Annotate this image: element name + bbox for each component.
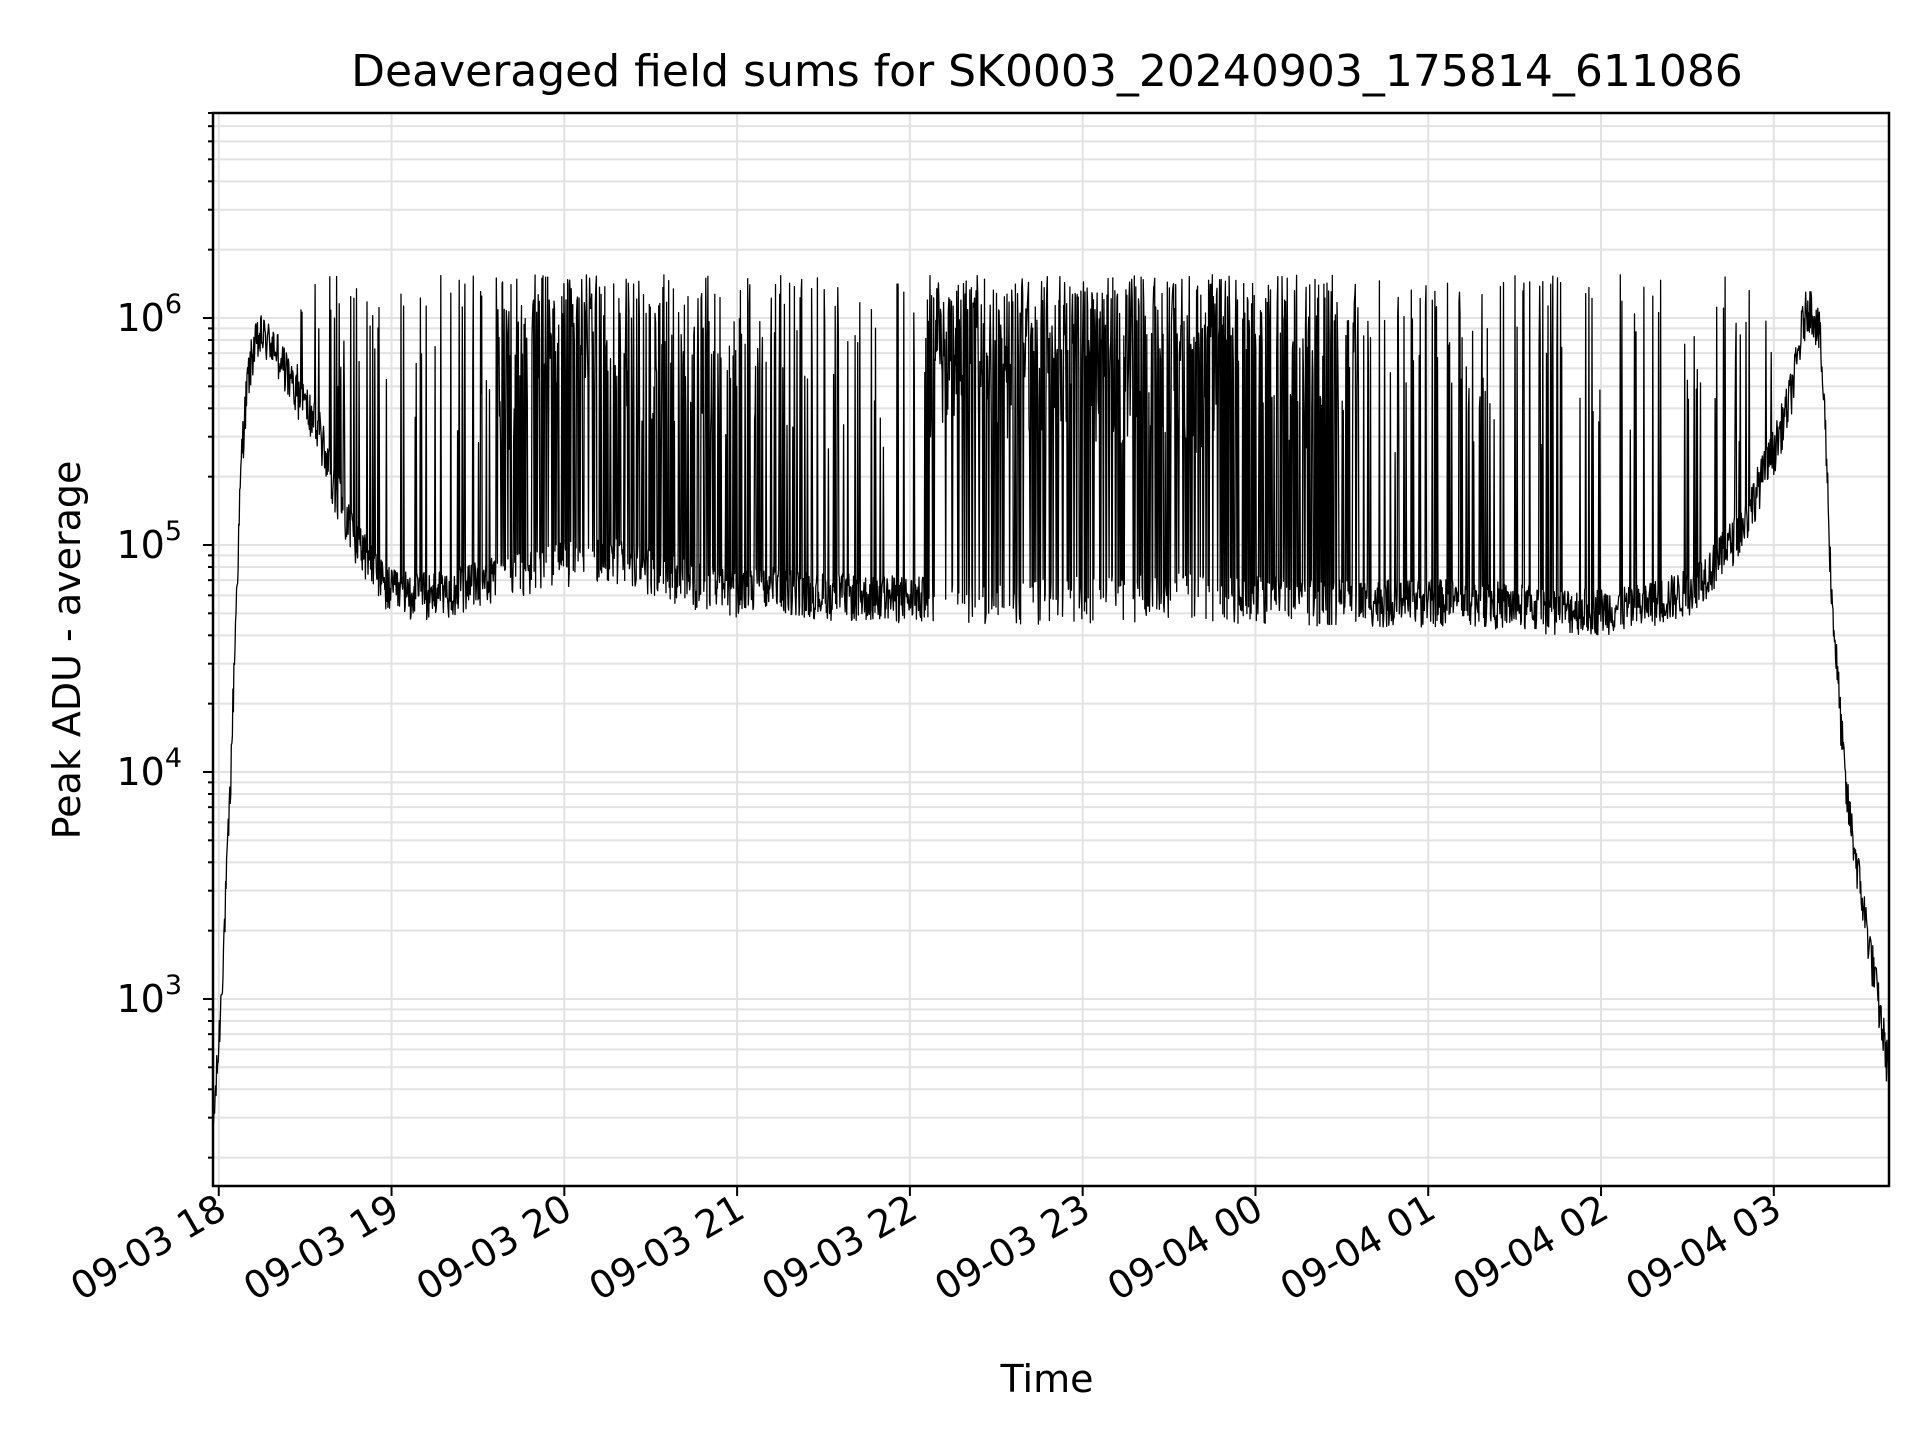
y-tick-exponent: 4 (165, 743, 182, 774)
y-tick-exponent: 5 (165, 516, 182, 547)
y-tick-base: 10 (116, 523, 164, 567)
chart-title: Deaveraged field sums for SK0003_2024090… (351, 46, 1743, 97)
y-tick-base: 10 (116, 296, 164, 340)
plot-frame (211, 111, 1891, 1188)
x-axis-label: Time (1000, 1357, 1094, 1401)
data-layer (212, 274, 1890, 1124)
y-tick-exponent: 3 (165, 970, 182, 1001)
y-tick-label: 104 (116, 743, 182, 794)
series-line (212, 274, 1890, 1124)
y-tick-label: 106 (116, 289, 182, 340)
y-tick-label: 103 (116, 970, 182, 1021)
y-axis-label: Peak ADU - average (45, 461, 89, 840)
y-tick-exponent: 6 (165, 289, 182, 320)
y-tick-label: 105 (116, 516, 182, 567)
y-tick-base: 10 (116, 977, 164, 1021)
y-tick-base: 10 (116, 750, 164, 794)
